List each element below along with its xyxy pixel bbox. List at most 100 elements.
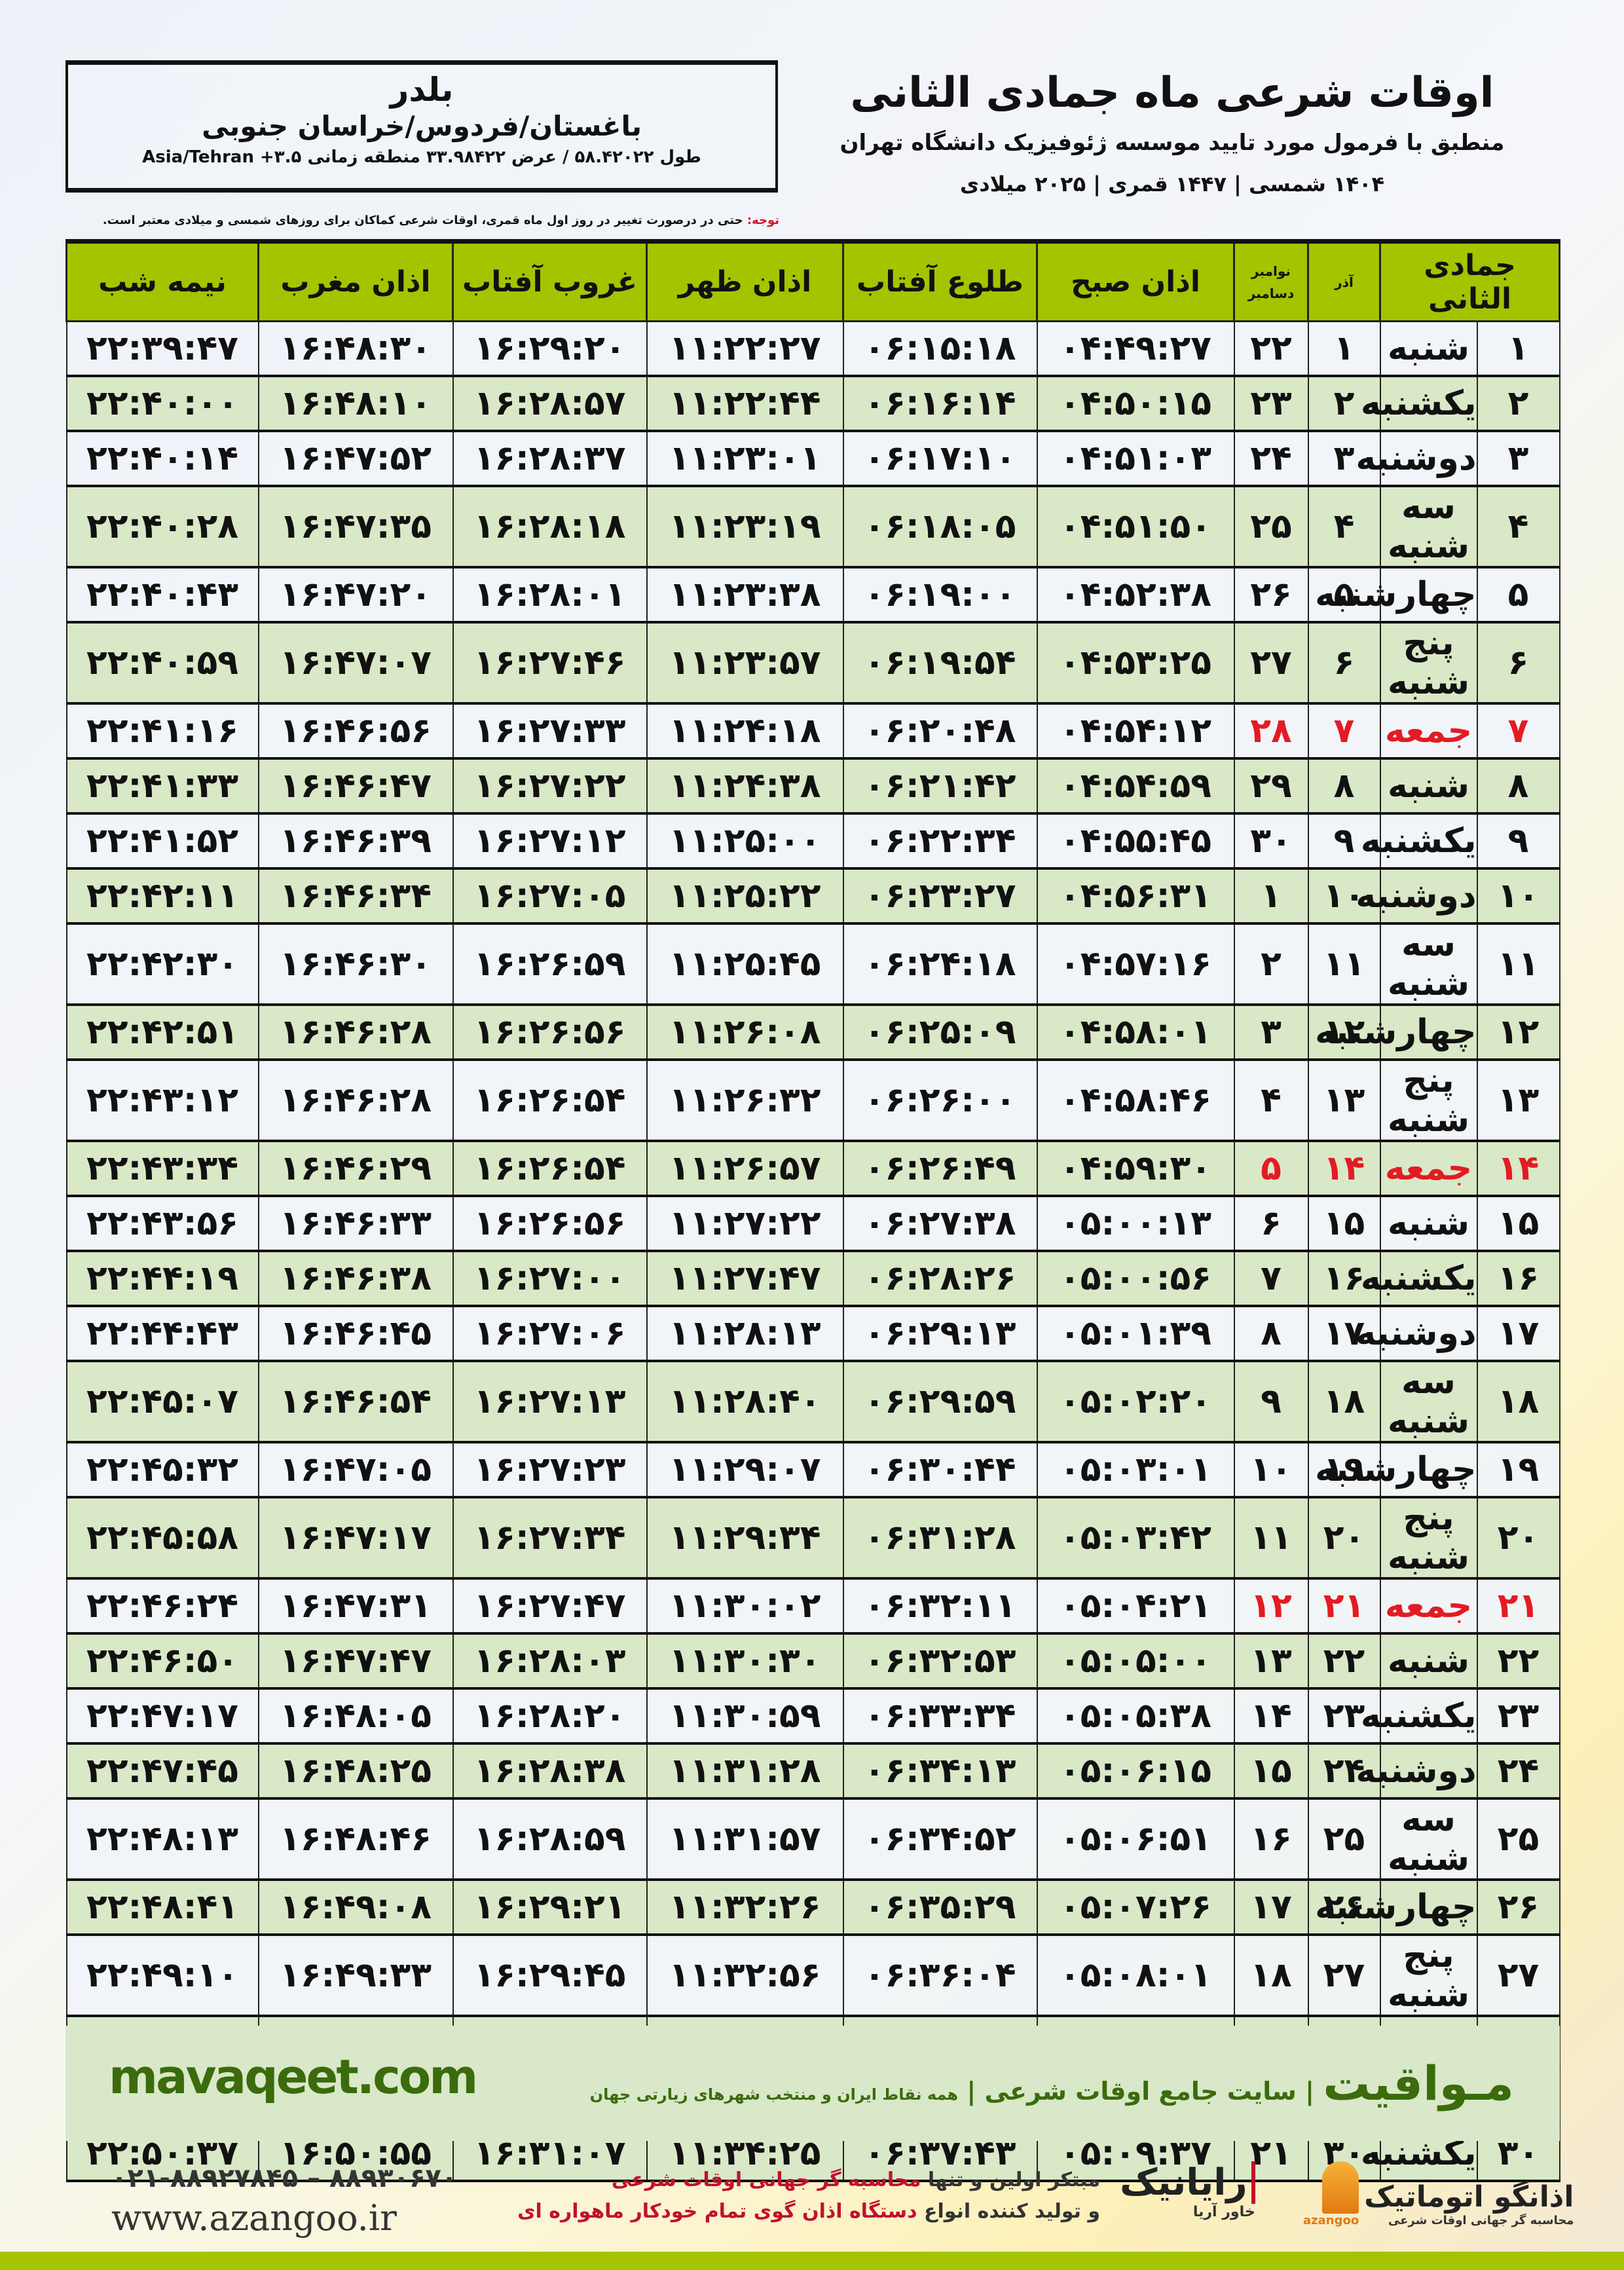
sunrise-time: ۰۶:۳۰:۴۴ <box>842 1442 1038 1498</box>
dhuhr-time: ۱۱:۲۳:۳۸ <box>646 567 844 623</box>
city-coordinates: طول ۵۸.۴۲۰۲۲ / عرض ۳۳.۹۸۴۲۲ منطقه زمانی … <box>142 147 701 167</box>
day-number: ۱۴ <box>1476 1140 1560 1197</box>
azar-day: ۲۳ <box>1307 1688 1381 1745</box>
day-number: ۲۳ <box>1476 1688 1560 1745</box>
gregorian-day: ۱۱ <box>1233 1497 1309 1580</box>
azar-day: ۲۶ <box>1307 1879 1381 1936</box>
midnight-time: ۲۲:۴۷:۴۵ <box>65 1743 259 1800</box>
day-number: ۱۵ <box>1476 1195 1560 1252</box>
weekday: پنج شنبه <box>1379 1934 1478 2017</box>
sunrise-time: ۰۶:۲۹:۵۹ <box>842 1360 1038 1443</box>
sunrise-time: ۰۶:۳۳:۳۴ <box>842 1688 1038 1745</box>
gregorian-day: ۲۸ <box>1233 703 1309 760</box>
maghrib-time: ۱۶:۴۶:۳۹ <box>257 813 454 870</box>
maghrib-time: ۱۶:۴۷:۲۰ <box>257 567 454 623</box>
azar-day: ۷ <box>1307 703 1381 760</box>
sunrise-time: ۰۶:۲۹:۱۳ <box>842 1305 1038 1362</box>
azar-day: ۸ <box>1307 758 1381 815</box>
weekday: دوشنبه <box>1356 430 1478 487</box>
sunset-time: ۱۶:۲۸:۲۰ <box>452 1688 648 1745</box>
header-gregorian: نوامبر دسامبر <box>1233 239 1309 322</box>
fajr-time: ۰۴:۵۴:۱۲ <box>1036 703 1235 760</box>
gregorian-day: ۷ <box>1233 1250 1309 1307</box>
sunrise-time: ۰۶:۳۱:۲۸ <box>842 1497 1038 1580</box>
phone-numbers: ۰۲۱-۸۸۹۲۷۸۴۵ – ۸۸۹۳۰۶۷۰ <box>111 2163 458 2193</box>
maghrib-time: ۱۶:۴۷:۳۵ <box>257 485 454 568</box>
azar-day: ۲۴ <box>1307 1743 1381 1800</box>
dhuhr-time: ۱۱:۲۶:۳۲ <box>646 1059 844 1142</box>
maghrib-time: ۱۶:۴۸:۰۵ <box>257 1688 454 1745</box>
gregorian-day: ۱۸ <box>1233 1934 1309 2017</box>
weekday: دوشنبه <box>1356 1305 1478 1362</box>
azar-day: ۲ <box>1307 375 1381 432</box>
table-row: ۴ سه شنبه ۴ ۲۵ ۰۴:۵۱:۵۰ ۰۶:۱۸:۰۵ ۱۱:۲۳:۱۹ ۱۶:۲۸… <box>65 485 1560 568</box>
sunset-time: ۱۶:۲۷:۴۷ <box>452 1578 648 1635</box>
page-header: اوقات شرعی ماه جمادی الثانی منطبق با فرم… <box>799 0 1545 223</box>
sunrise-time: ۰۶:۲۶:۴۹ <box>842 1140 1038 1197</box>
table-row: ۱۲ چهارشنبه ۱۲ ۳ ۰۴:۵۸:۰۱ ۰۶:۲۵:۰۹ ۱۱:۲۶:۰۸ ۱۶:… <box>65 1004 1560 1061</box>
fajr-time: ۰۵:۰۴:۲۱ <box>1036 1578 1235 1635</box>
mavaqeet-link[interactable]: mavaqeet.com <box>109 2049 478 2104</box>
dhuhr-time: ۱۱:۲۷:۲۲ <box>646 1195 844 1252</box>
sunrise-time: ۰۶:۲۶:۰۰ <box>842 1059 1038 1142</box>
gregorian-day: ۲۶ <box>1233 567 1309 623</box>
fajr-time: ۰۵:۰۳:۴۲ <box>1036 1497 1235 1580</box>
azangoo-link[interactable]: www.azangoo.ir <box>111 2197 397 2239</box>
azar-day: ۱۴ <box>1307 1140 1381 1197</box>
midnight-time: ۲۲:۴۵:۵۸ <box>65 1497 259 1580</box>
dhuhr-time: ۱۱:۲۸:۴۰ <box>646 1360 844 1443</box>
table-row: ۱۸ سه شنبه ۱۸ ۹ ۰۵:۰۲:۲۰ ۰۶:۲۹:۵۹ ۱۱:۲۸:۴۰ ۱۶:۲… <box>65 1360 1560 1443</box>
midnight-time: ۲۲:۴۳:۳۴ <box>65 1140 259 1197</box>
sunrise-time: ۰۶:۱۸:۰۵ <box>842 485 1038 568</box>
weekday: شنبه <box>1379 1633 1478 1690</box>
azar-day: ۲۰ <box>1307 1497 1381 1580</box>
promo-text: مبتکر اولین و تنها محاسبه گر جهانی اوقات… <box>517 2165 1100 2227</box>
day-number: ۵ <box>1476 567 1560 623</box>
minaret-icon <box>1322 2161 1359 2214</box>
day-number: ۴ <box>1476 485 1560 568</box>
gregorian-day: ۲۷ <box>1233 622 1309 705</box>
azar-day: ۱۷ <box>1307 1305 1381 1362</box>
sunset-time: ۱۶:۲۹:۲۰ <box>452 320 648 377</box>
weekday: یکشنبه <box>1361 1688 1478 1745</box>
year-info: ۱۴۰۴ شمسی | ۱۴۴۷ قمری | ۲۰۲۵ میلادی <box>959 172 1385 196</box>
day-number: ۱۲ <box>1476 1004 1560 1061</box>
azar-day: ۹ <box>1307 813 1381 870</box>
weekday: چهارشنبه <box>1315 1879 1478 1936</box>
sunrise-time: ۰۶:۱۹:۰۰ <box>842 567 1038 623</box>
azar-day: ۱۹ <box>1307 1442 1381 1498</box>
sunset-time: ۱۶:۲۷:۲۳ <box>452 1442 648 1498</box>
sunrise-time: ۰۶:۲۵:۰۹ <box>842 1004 1038 1061</box>
dhuhr-time: ۱۱:۲۵:۴۵ <box>646 923 844 1006</box>
maghrib-time: ۱۶:۴۶:۳۸ <box>257 1250 454 1307</box>
weekday: سه شنبه <box>1379 1360 1478 1443</box>
maghrib-time: ۱۶:۴۹:۳۳ <box>257 1934 454 2017</box>
banner-slogan: مـواقیت | سایت جامع اوقات شرعی | همه نقا… <box>590 2056 1514 2111</box>
azangoo-logo-sub: محاسبه گر جهانی اوقات شرعی <box>1388 2214 1574 2227</box>
weekday: چهارشنبه <box>1315 1004 1478 1061</box>
sunset-time: ۱۶:۲۸:۳۸ <box>452 1743 648 1800</box>
maghrib-time: ۱۶:۴۸:۴۶ <box>257 1798 454 1881</box>
fajr-time: ۰۵:۰۶:۱۵ <box>1036 1743 1235 1800</box>
midnight-time: ۲۲:۴۴:۱۹ <box>65 1250 259 1307</box>
fajr-time: ۰۵:۰۰:۵۶ <box>1036 1250 1235 1307</box>
sunset-time: ۱۶:۲۷:۴۶ <box>452 622 648 705</box>
mavaqeet-logo: مـواقیت <box>1323 2056 1514 2111</box>
header-dhuhr: اذان ظهر <box>646 239 844 322</box>
gregorian-day: ۲۹ <box>1233 758 1309 815</box>
midnight-time: ۲۲:۴۲:۵۱ <box>65 1004 259 1061</box>
azar-day: ۱۵ <box>1307 1195 1381 1252</box>
fajr-time: ۰۵:۰۵:۰۰ <box>1036 1633 1235 1690</box>
midnight-time: ۲۲:۴۰:۵۹ <box>65 622 259 705</box>
weekday: سه شنبه <box>1379 485 1478 568</box>
table-row: ۱۵ شنبه ۱۵ ۶ ۰۵:۰۰:۱۳ ۰۶:۲۷:۳۸ ۱۱:۲۷:۲۲ ۱۶:۲۶:۵… <box>65 1195 1560 1252</box>
note: توجه: حتی در درصورت تغییر در روز اول ماه… <box>65 214 779 227</box>
sunset-time: ۱۶:۲۷:۰۶ <box>452 1305 648 1362</box>
midnight-time: ۲۲:۳۹:۴۷ <box>65 320 259 377</box>
table-row: ۲۰ پنج شنبه ۲۰ ۱۱ ۰۵:۰۳:۴۲ ۰۶:۳۱:۲۸ ۱۱:۲۹:۳۴ ۱۶… <box>65 1497 1560 1580</box>
header-december: دسامبر <box>1247 285 1295 301</box>
table-row: ۲۱ جمعه ۲۱ ۱۲ ۰۵:۰۴:۲۱ ۰۶:۳۲:۱۱ ۱۱:۳۰:۰۲ ۱۶:۲۷:… <box>65 1578 1560 1635</box>
maghrib-time: ۱۶:۴۹:۰۸ <box>257 1879 454 1936</box>
dhuhr-time: ۱۱:۳۰:۵۹ <box>646 1688 844 1745</box>
maghrib-time: ۱۶:۴۶:۳۳ <box>257 1195 454 1252</box>
